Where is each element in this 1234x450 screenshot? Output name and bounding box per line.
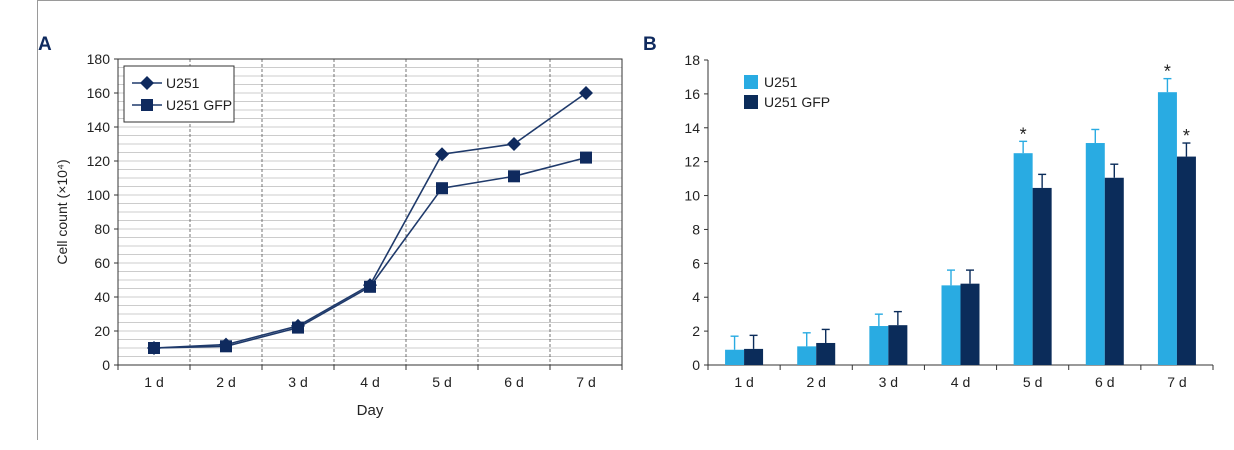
y-axis-title: Cell count (×10⁴): [54, 159, 70, 264]
bar-u251-gfp: [1176, 156, 1196, 365]
bar-u251: [869, 326, 889, 365]
y-tick-label: 14: [684, 120, 700, 136]
bar-u251: [797, 346, 817, 365]
legend-label: U251 GFP: [764, 94, 830, 110]
data-point-square: [148, 342, 160, 354]
x-axis-title: Day: [357, 402, 384, 419]
y-tick-label: 160: [87, 85, 111, 101]
y-tick-label: 120: [87, 153, 111, 169]
significance-marker: *: [1183, 126, 1190, 146]
bar-u251: [941, 285, 961, 365]
x-tick-label: 7 d: [1167, 374, 1186, 390]
panel-a-label: A: [38, 34, 52, 55]
plot-frame-a: [117, 58, 623, 366]
y-tick-label: 100: [87, 187, 111, 203]
x-tick-label: 3 d: [288, 374, 307, 390]
bar-u251-gfp: [888, 325, 908, 365]
legend-label: U251: [166, 75, 200, 91]
data-point-square: [292, 321, 304, 334]
y-tick-label: 2: [692, 323, 700, 339]
x-tick-label: 2 d: [216, 374, 235, 390]
legend-box-a: [123, 65, 235, 123]
x-tick-label: 2 d: [806, 374, 825, 390]
figure-frame: [37, 0, 1234, 440]
y-tick-label: 4: [692, 289, 700, 305]
x-tick-label: 1 d: [144, 374, 163, 390]
y-tick-label: 16: [684, 86, 700, 102]
y-tick-label: 80: [94, 221, 110, 237]
x-tick-label: 5 d: [1023, 374, 1042, 390]
y-tick-label: 0: [102, 357, 110, 373]
x-tick-label: 4 d: [951, 374, 970, 390]
bar-u251: [1085, 143, 1105, 365]
data-point-square: [436, 182, 448, 195]
legend-swatch: [744, 95, 758, 109]
data-point-diamond: [579, 86, 593, 100]
legend-label: U251 GFP: [166, 97, 232, 113]
panel-b-label: B: [643, 34, 657, 55]
x-tick-label: 7 d: [576, 374, 595, 390]
x-tick-label: 5 d: [432, 374, 451, 390]
y-tick-label: 60: [94, 255, 110, 271]
data-point-diamond: [507, 137, 521, 151]
x-tick-label: 1 d: [734, 374, 753, 390]
data-point-square: [364, 280, 376, 293]
y-tick-label: 18: [684, 52, 700, 68]
bar-u251: [725, 349, 745, 365]
bar-u251: [1157, 92, 1177, 365]
data-point-square: [220, 340, 232, 353]
significance-marker: *: [1164, 62, 1171, 82]
y-tick-label: 8: [692, 221, 700, 237]
y-tick-label: 10: [684, 188, 700, 204]
data-point-square: [580, 151, 592, 164]
data-point-square: [141, 99, 153, 111]
bar-u251-gfp: [1104, 177, 1124, 365]
data-point-square: [508, 170, 520, 183]
y-tick-label: 12: [684, 154, 700, 170]
bar-u251-gfp: [960, 283, 980, 365]
x-tick-label: 4 d: [360, 374, 379, 390]
data-point-diamond: [435, 147, 449, 162]
bar-u251-gfp: [1032, 187, 1052, 365]
y-tick-label: 20: [94, 323, 110, 339]
x-tick-label: 3 d: [879, 374, 898, 390]
legend-swatch: [744, 75, 758, 89]
bar-u251-gfp: [816, 342, 836, 365]
x-tick-label: 6 d: [1095, 374, 1114, 390]
line-chart-cell-count: 0 20 40 60 80 100 120 140 160 180 1 d 2 d 3 d 4 d 5 d 6…: [54, 51, 623, 419]
significance-marker: *: [1020, 124, 1027, 144]
y-tick-label: 0: [692, 357, 700, 373]
y-tick-label: 40: [94, 289, 110, 305]
data-point-diamond: [140, 76, 154, 90]
y-tick-label: 6: [692, 255, 700, 271]
bar-chart-cell-count: 0 2 4 6 8 10 12 14 16 18 1 d 2 d 3 d 4 d 5 d 6 d 7 d * * * U…: [684, 52, 1214, 390]
x-tick-label: 6 d: [504, 374, 523, 390]
bar-u251-gfp: [744, 348, 764, 365]
y-tick-label: 180: [87, 51, 111, 67]
legend-label: U251: [764, 74, 798, 90]
y-tick-label: 140: [87, 119, 111, 135]
bar-u251: [1013, 153, 1033, 365]
